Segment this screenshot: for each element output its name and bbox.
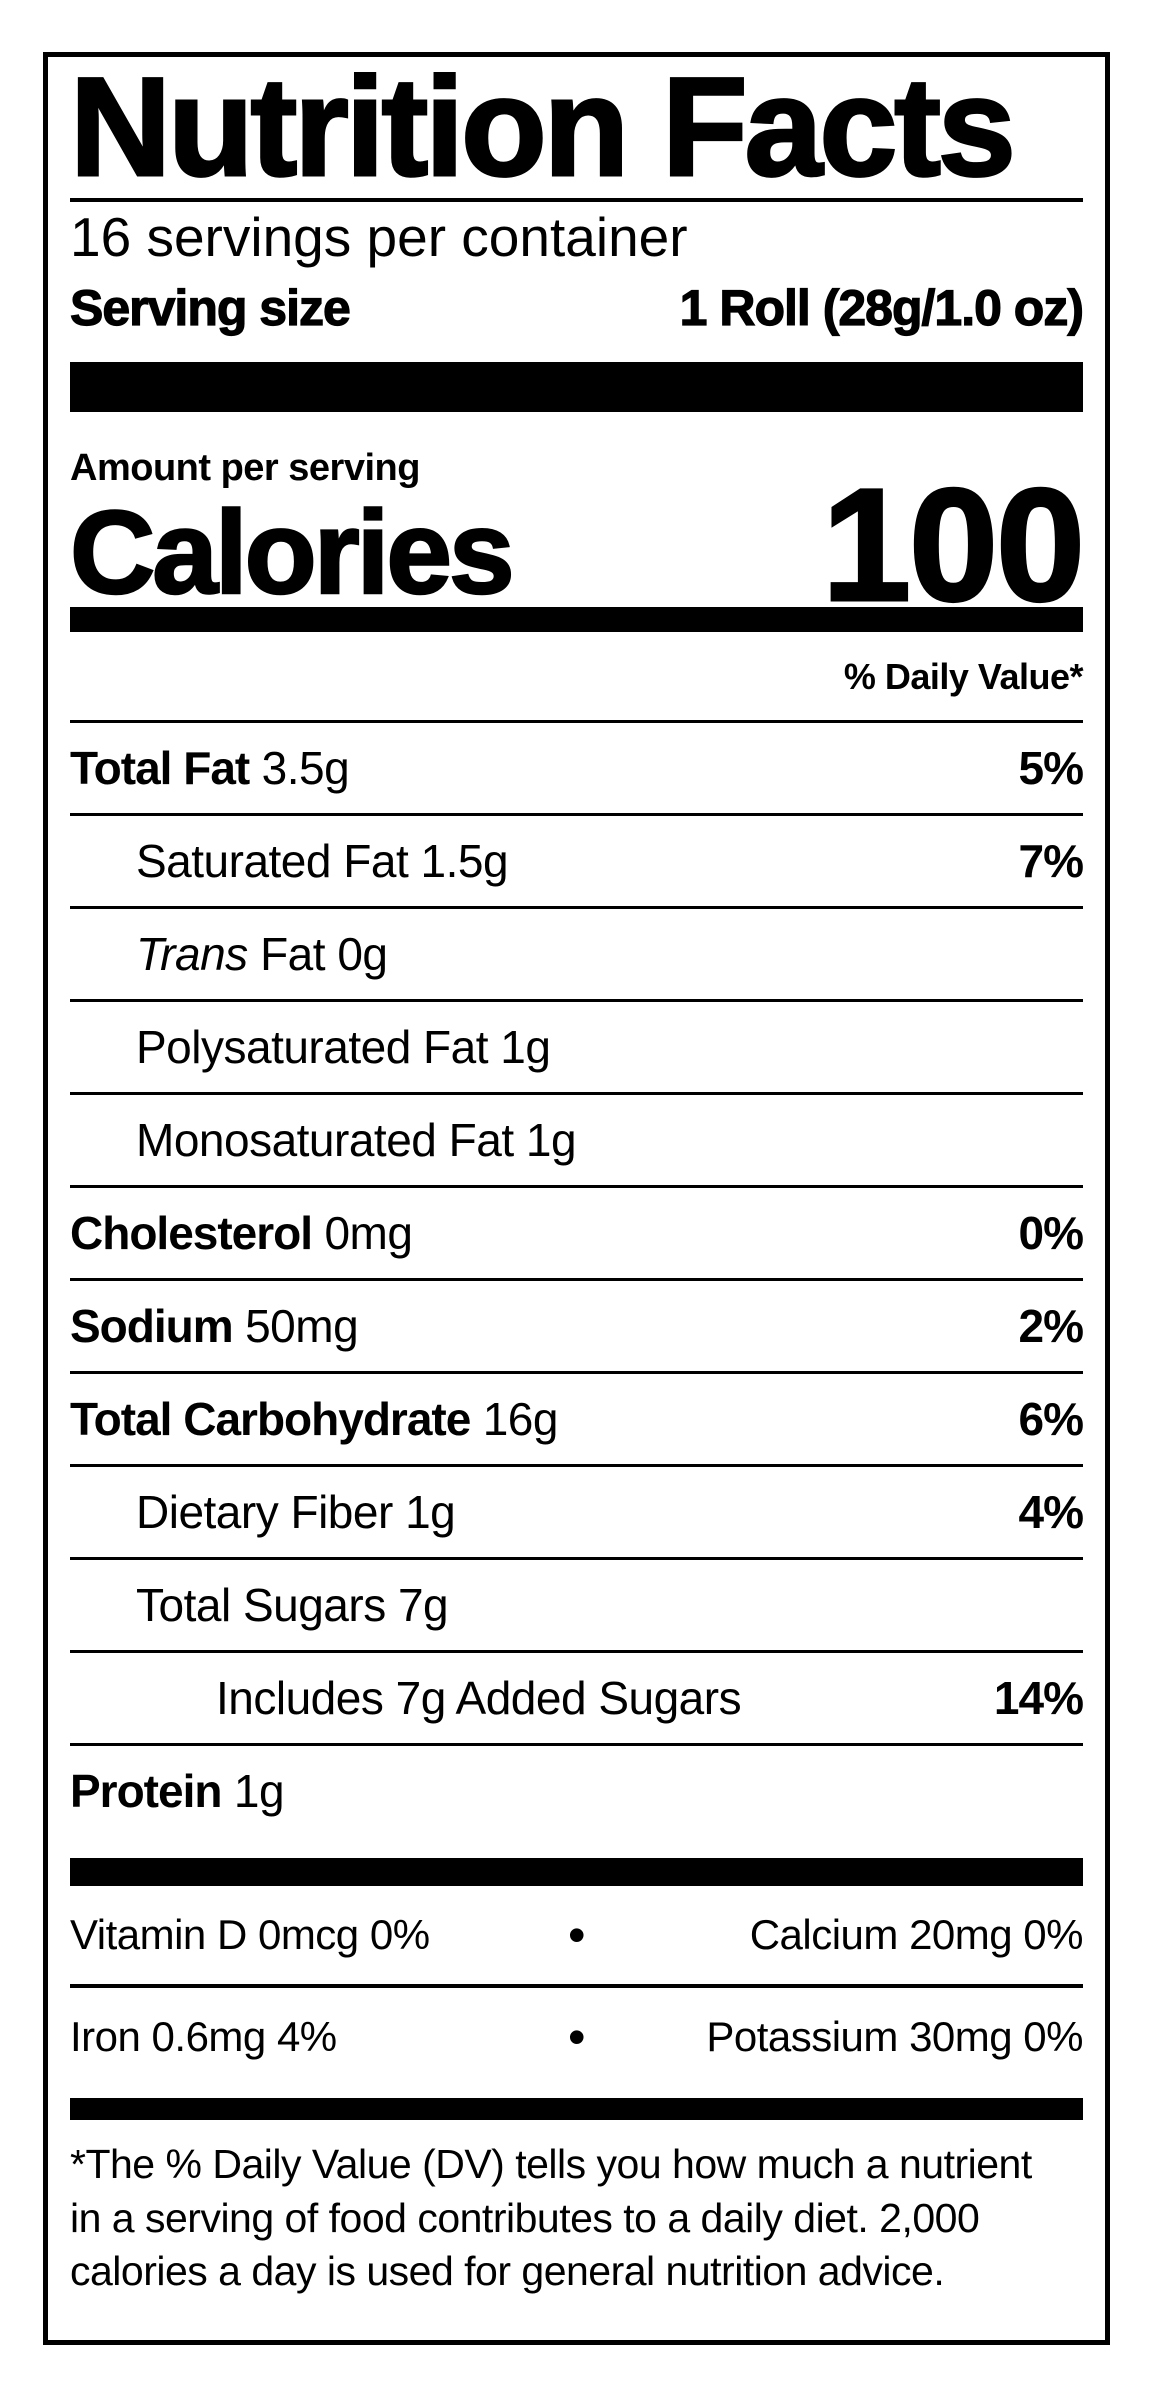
nutrient-name: Sodium 50mg (70, 1300, 359, 1353)
nutrient-name: Includes 7g Added Sugars (70, 1672, 742, 1725)
nutrient-name-bold: Sodium (70, 1300, 234, 1353)
calories-value: 100 (821, 455, 1087, 635)
nutrient-name: Total Fat 3.5g (70, 742, 350, 795)
row-divider (70, 1371, 1083, 1375)
vitamin-d-value: Vitamin D 0mcg 0% (70, 1911, 430, 1959)
nutrient-name: Total Sugars 7g (70, 1579, 449, 1632)
nutrient-amount: 50mg (245, 1300, 359, 1353)
row-divider (70, 720, 1083, 724)
nutrient-amount: Dietary Fiber 1g (136, 1486, 456, 1539)
section-bar-vitamins (70, 1858, 1083, 1887)
nutrient-row-saturated-fat: Saturated Fat 1.5g 7% (70, 816, 1084, 906)
calories-label: Calories (69, 487, 516, 620)
nutrient-amount: 16g (482, 1393, 559, 1446)
footnote-line: in a serving of food contributes to a da… (70, 2194, 980, 2241)
row-divider (70, 1092, 1083, 1096)
nutrient-amount: Includes 7g Added Sugars (216, 1672, 742, 1725)
nutrient-name-bold: Cholesterol (70, 1207, 313, 1260)
nutrient-row-cholesterol: Cholesterol 0mg 0% (70, 1188, 1084, 1278)
title-divider-rule (70, 197, 1083, 202)
nutrient-amount: Polysaturated Fat 1g (136, 1021, 551, 1074)
daily-value-percent: 4% (1018, 1486, 1084, 1539)
daily-value-footnote: *The % Daily Value (DV) tells you how mu… (70, 2138, 1083, 2299)
nutrient-name: Cholesterol 0mg (70, 1207, 413, 1260)
servings-per-container: 16 servings per container (70, 205, 688, 268)
micronutrient-row-2: Iron 0.6mg 4% • Potassium 30mg 0% (70, 1988, 1084, 2086)
row-divider (70, 1185, 1083, 1189)
bullet-separator-icon: • (568, 2009, 586, 2066)
nutrient-name-bold: Protein (70, 1765, 222, 1818)
daily-value-header: % Daily Value* (843, 656, 1084, 698)
nutrient-row-protein: Protein 1g (70, 1746, 1083, 1836)
nutrient-row-added-sugars: Includes 7g Added Sugars 14% (70, 1653, 1084, 1743)
nutrient-name: Total Carbohydrate 16g (70, 1396, 558, 1442)
nutrient-amount: Fat 0g (260, 928, 388, 981)
bullet-separator-icon: • (568, 1907, 586, 1964)
nutrient-name: Saturated Fat 1.5g (70, 835, 509, 888)
nutrient-name-bold: Total Fat (70, 742, 250, 795)
row-divider (70, 906, 1083, 910)
nutrient-name: Trans Fat 0g (70, 931, 388, 977)
daily-value-percent: 6% (1018, 1393, 1084, 1446)
footnote-line: *The % Daily Value (DV) tells you how mu… (70, 2141, 1032, 2188)
nutrient-amount: Monosaturated Fat 1g (136, 1114, 577, 1167)
nutrient-rows: Total Fat 3.5g 5% Saturated Fat 1.5g 7% … (70, 720, 1084, 1836)
row-divider (70, 999, 1083, 1003)
serving-size-value: 1 Roll (28g/1.0 oz) (679, 280, 1085, 337)
section-bar-top (70, 362, 1083, 413)
nutrient-amount: Saturated Fat 1.5g (136, 835, 509, 888)
nutrient-name: Monosaturated Fat 1g (70, 1114, 577, 1167)
calories-section: Amount per serving Calories 100 (69, 439, 1087, 635)
potassium-value: Potassium 30mg 0% (706, 2013, 1084, 2061)
micronutrient-row-1: Vitamin D 0mcg 0% • Calcium 20mg 0% (70, 1886, 1084, 1984)
nutrient-row-polysaturated-fat: Polysaturated Fat 1g (70, 1002, 1083, 1092)
row-divider (70, 1557, 1083, 1561)
row-divider-indented (70, 1650, 1083, 1654)
nutrient-amount: 3.5g (261, 742, 350, 795)
calcium-value: Calcium 20mg 0% (749, 1911, 1084, 1959)
amount-per-serving-label: Amount per serving (70, 447, 420, 490)
nutrient-row-total-sugars: Total Sugars 7g (70, 1560, 1083, 1650)
daily-value-percent: 7% (1018, 835, 1084, 888)
row-divider (70, 1464, 1083, 1468)
section-bar-footnote (70, 2098, 1083, 2121)
daily-value-percent: 2% (1018, 1300, 1084, 1353)
nutrient-row-trans-fat: Trans Fat 0g (70, 909, 1083, 999)
nutrition-facts-label: Nutrition Facts 16 servings per containe… (43, 52, 1110, 2345)
serving-size-label: Serving size (69, 280, 351, 337)
row-divider (70, 1278, 1083, 1282)
footnote-line: calories a day is used for general nutri… (70, 2248, 945, 2295)
label-title: Nutrition Facts (69, 52, 1018, 205)
nutrient-name: Dietary Fiber 1g (70, 1486, 456, 1539)
nutrient-row-total-carbohydrate: Total Carbohydrate 16g 6% (70, 1374, 1084, 1464)
nutrient-name: Protein 1g (70, 1765, 285, 1818)
row-divider (70, 813, 1083, 817)
daily-value-percent: 14% (993, 1672, 1084, 1725)
nutrient-amount: 1g (233, 1765, 285, 1818)
nutrient-row-dietary-fiber: Dietary Fiber 1g 4% (70, 1467, 1084, 1557)
nutrient-row-monosaturated-fat: Monosaturated Fat 1g (70, 1095, 1083, 1185)
nutrient-row-total-fat: Total Fat 3.5g 5% (70, 723, 1084, 813)
daily-value-percent: 5% (1018, 742, 1084, 795)
nutrient-amount: Total Sugars 7g (136, 1579, 449, 1632)
nutrient-name-italic: Trans (136, 928, 248, 981)
daily-value-percent: 0% (1018, 1207, 1084, 1260)
nutrient-row-sodium: Sodium 50mg 2% (70, 1281, 1084, 1371)
row-divider (70, 1743, 1083, 1747)
micronutrient-divider (70, 1984, 1083, 1989)
serving-size-row: Serving size 1 Roll (28g/1.0 oz) (69, 280, 1085, 337)
nutrient-amount: 0mg (324, 1207, 413, 1260)
nutrient-name-bold: Total Carbohydrate (70, 1393, 471, 1446)
nutrient-name: Polysaturated Fat 1g (70, 1021, 551, 1074)
section-bar-calories (70, 607, 1083, 633)
iron-value: Iron 0.6mg 4% (70, 2013, 337, 2061)
